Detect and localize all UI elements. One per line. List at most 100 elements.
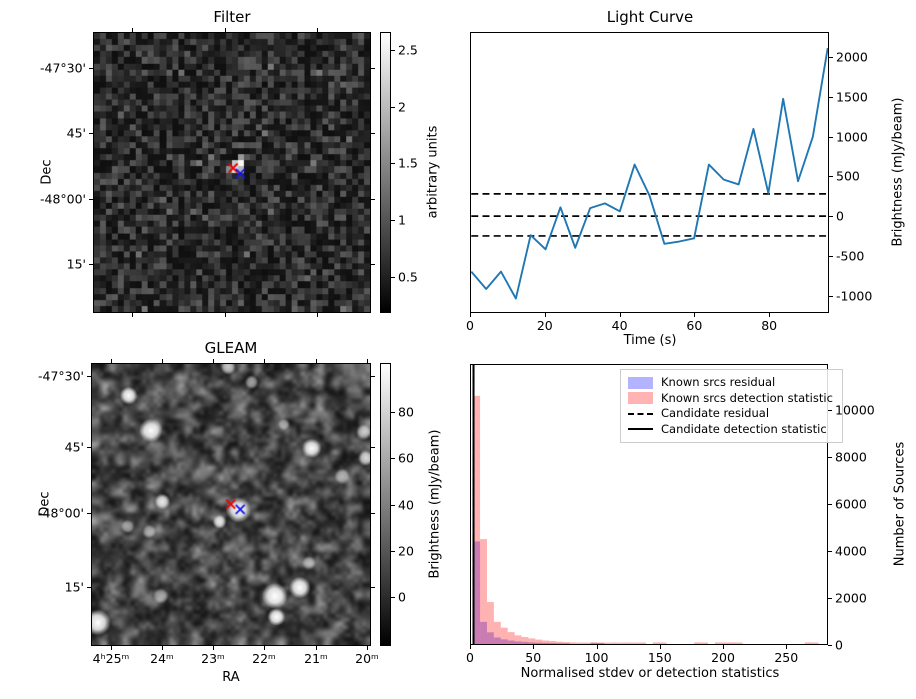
filter-axes: [93, 32, 371, 313]
tick-mark: [828, 598, 832, 600]
tick-mark: [89, 68, 93, 69]
hist-bar: [528, 642, 536, 644]
hist-bar: [714, 642, 722, 644]
tick-label: 2000: [835, 590, 867, 606]
tick-mark: [619, 313, 621, 317]
hist-bar: [500, 627, 508, 644]
tick-mark: [111, 359, 112, 363]
tick-mark: [371, 376, 375, 377]
hist-bar: [556, 643, 563, 644]
gleam-colorbar: [380, 363, 391, 646]
hist-bar: [493, 621, 501, 644]
tick-mark: [317, 28, 318, 32]
tick-mark: [162, 359, 163, 363]
tick-mark: [829, 136, 833, 138]
filter-title: Filter: [213, 8, 251, 26]
hist-bar: [500, 639, 508, 644]
tick-mark: [596, 645, 598, 649]
hist-bar: [507, 640, 515, 644]
gleam-xlabel: RA: [222, 670, 240, 685]
legend-row: Candidate detection statistic: [628, 422, 833, 438]
tick-mark: [828, 457, 832, 459]
light-curve-plot: [471, 47, 828, 300]
legend-swatch-candidate-detection: [628, 428, 653, 431]
tick-label: 0: [835, 637, 843, 653]
tick-mark: [544, 313, 546, 317]
tick-label: -48°00': [39, 191, 86, 207]
tick-mark: [391, 504, 395, 506]
filter-colorbar-label: arbitrary units: [425, 125, 441, 219]
tick-label: 60: [398, 450, 414, 466]
tick-mark: [391, 411, 395, 413]
tick-label: 24ᵐ: [150, 651, 174, 666]
hist-bar: [549, 643, 557, 644]
tick-mark: [87, 447, 91, 448]
hist-bar: [562, 642, 570, 644]
tick-mark: [367, 646, 368, 650]
hist-bar: [694, 642, 702, 644]
histogram-plot: [472, 365, 819, 644]
tick-label: 40: [611, 318, 628, 333]
tick-label: 20: [398, 543, 414, 559]
hist-bar: [542, 642, 550, 644]
hist-bar: [480, 621, 487, 644]
tick-label: 8000: [835, 449, 867, 465]
tick-label: 80: [398, 404, 414, 420]
tick-mark: [371, 264, 375, 265]
tick-mark: [391, 550, 395, 552]
tick-label: 20: [536, 318, 553, 333]
tick-label: 45': [66, 125, 86, 141]
tick-label: 50: [525, 650, 542, 665]
hist-bar: [583, 642, 591, 644]
hist-bar: [569, 642, 577, 644]
tick-label: 4000: [835, 543, 867, 559]
tick-mark: [213, 359, 214, 363]
tick-mark: [829, 56, 833, 58]
legend-swatch-known-srcs-residual: [628, 376, 653, 389]
hist-bar: [721, 642, 729, 644]
tick-label: 20ᵐ: [355, 651, 379, 666]
tick-mark: [391, 458, 395, 460]
tick-label: 15': [66, 256, 86, 272]
hist-bar: [638, 642, 646, 644]
hist-bar: [493, 637, 501, 644]
legend-label: Known srcs detection statistic: [661, 390, 833, 405]
hist-bar: [632, 642, 639, 644]
tick-mark: [828, 551, 832, 553]
tick-label: 60: [686, 318, 703, 333]
tick-mark: [470, 313, 471, 317]
gleam-title: GLEAM: [204, 339, 258, 357]
hist-bar: [473, 395, 481, 644]
tick-mark: [371, 133, 375, 134]
tick-mark: [162, 646, 163, 650]
histogram-axes: Known srcs residual Known srcs detection…: [470, 364, 843, 645]
tick-mark: [829, 216, 833, 218]
tick-label: 2.5: [398, 42, 418, 58]
legend-swatch-candidate-residual: [628, 412, 653, 415]
legend-label: Candidate detection statistic: [661, 421, 827, 436]
tick-label: 250: [774, 650, 799, 665]
gleam-axes: [91, 363, 371, 646]
hist-bar: [521, 641, 529, 644]
tick-mark: [371, 68, 375, 69]
legend: Known srcs residual Known srcs detection…: [620, 369, 843, 443]
hist-bar: [611, 642, 619, 644]
hist-bar: [618, 642, 626, 644]
hist-bar: [590, 642, 598, 644]
tick-mark: [391, 50, 395, 52]
hist-bar: [701, 642, 709, 644]
light-curve-axes: [470, 32, 829, 313]
hist-bar: [562, 643, 570, 644]
tick-mark: [723, 645, 724, 649]
hist-bar: [514, 635, 522, 644]
tick-mark: [391, 276, 395, 278]
light-curve-title: Light Curve: [606, 8, 694, 26]
hist-bar: [542, 640, 550, 644]
tick-label: 6000: [835, 496, 867, 512]
tick-mark: [316, 646, 317, 650]
tick-label: 10000: [835, 402, 875, 418]
histogram-ylabel: Number of Sources: [892, 441, 908, 567]
tick-mark: [132, 28, 133, 32]
hist-bar: [549, 640, 557, 644]
